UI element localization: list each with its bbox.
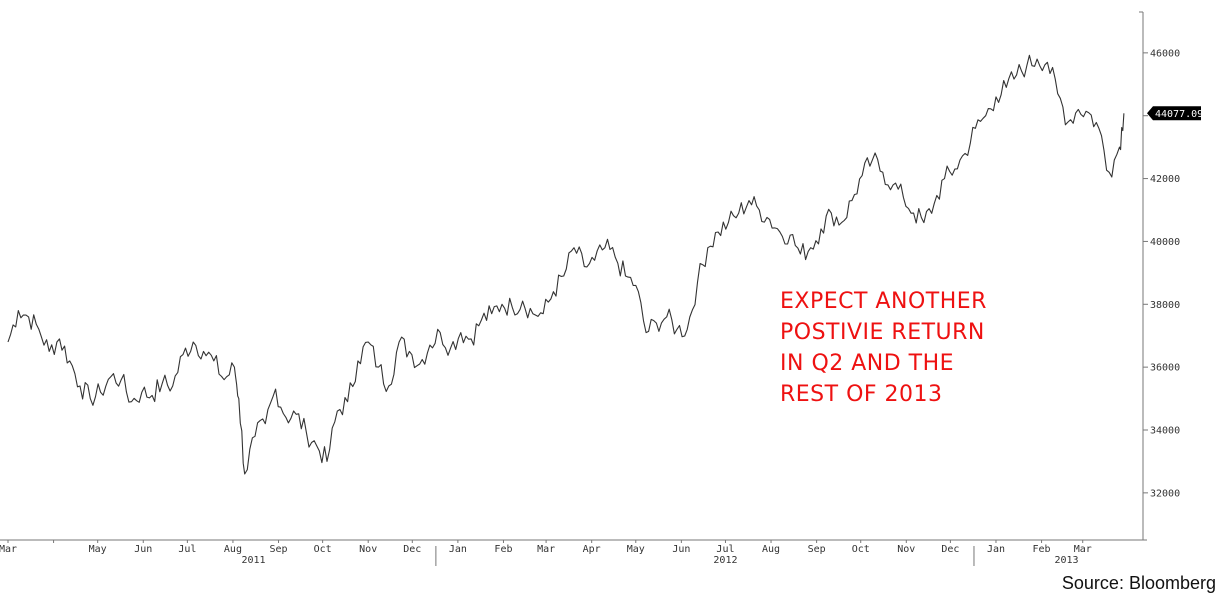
last-value-label: 44077.09	[1155, 109, 1203, 120]
x-tick-label: Dec	[403, 544, 421, 555]
x-year-label: 2011	[241, 555, 265, 566]
chart-annotation: EXPECT ANOTHER POSTIVIE RETURN IN Q2 AND…	[780, 286, 1100, 410]
last-value-marker: 44077.09	[1147, 106, 1203, 121]
y-tick-label: 34000	[1150, 426, 1180, 437]
y-tick-label: 38000	[1150, 300, 1180, 311]
y-tick-label: 40000	[1150, 237, 1180, 248]
y-tick-label: 46000	[1150, 48, 1180, 59]
x-tick-label: Jul	[716, 544, 734, 555]
x-tick-label: Nov	[359, 544, 377, 555]
x-tick-label: Feb	[1033, 544, 1051, 555]
x-tick-label: Jan	[449, 544, 467, 555]
x-tick-label: May	[89, 544, 107, 555]
chart-series	[7, 54, 1125, 475]
annotation-line: POSTIVIE RETURN	[780, 320, 985, 345]
source-credit: Source: Bloomberg	[1061, 573, 1216, 593]
x-tick-label: Jul	[178, 544, 196, 555]
x-tick-label: Dec	[941, 544, 959, 555]
last-value-tag	[1147, 106, 1201, 121]
x-tick-label: Mar	[0, 544, 17, 555]
annotation-line: REST OF 2013	[780, 382, 943, 407]
annotation-line: IN Q2 AND THE	[780, 351, 955, 376]
x-tick-label: Oct	[314, 544, 332, 555]
y-tick-label: 36000	[1150, 363, 1180, 374]
x-tick-label: Aug	[762, 544, 780, 555]
x-axis-ticks: Mar May Jun Jul Aug Sep Oct Nov Dec Jan Feb Mar Apr M…	[0, 540, 1092, 566]
y-tick-label: 32000	[1150, 488, 1180, 499]
x-year-label: 2013	[1055, 555, 1079, 566]
x-tick-label: Jun	[672, 544, 690, 555]
y-tick-label: 42000	[1150, 174, 1180, 185]
x-tick-label: Jun	[134, 544, 152, 555]
x-tick-label: May	[627, 544, 645, 555]
x-tick-label: Feb	[494, 544, 512, 555]
x-tick-label: Oct	[852, 544, 870, 555]
series-line	[7, 54, 1125, 475]
x-tick-label: Mar	[1074, 544, 1092, 555]
x-tick-label: Sep	[808, 544, 826, 555]
x-tick-label: Mar	[537, 544, 555, 555]
annotation-line: EXPECT ANOTHER	[780, 289, 987, 314]
x-tick-label: Nov	[897, 544, 915, 555]
x-tick-label: Apr	[583, 544, 601, 555]
x-tick-label: Jan	[987, 544, 1005, 555]
x-tick-label: Sep	[269, 544, 287, 555]
x-year-label: 2012	[713, 555, 737, 566]
x-tick-label: Aug	[224, 544, 242, 555]
chart-axes	[0, 11, 1147, 541]
